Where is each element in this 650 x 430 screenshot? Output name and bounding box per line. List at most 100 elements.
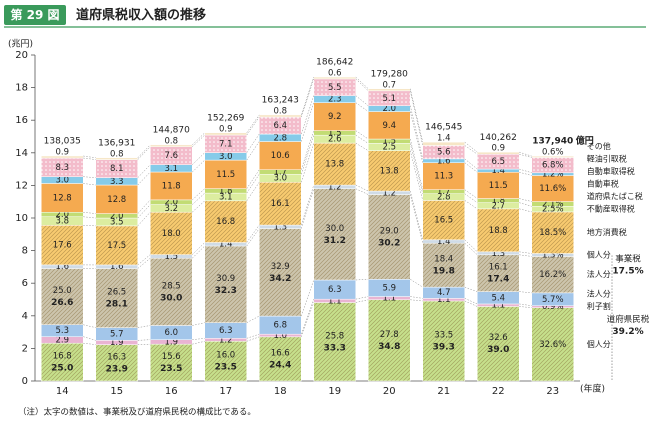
connector: [246, 224, 260, 243]
segment-label: 1.2: [219, 335, 233, 345]
x-tick-label: 20: [383, 386, 396, 397]
bar-segment: [204, 159, 247, 189]
connector: [464, 193, 478, 203]
bar-segment: [368, 194, 411, 280]
x-tick-label: 23: [546, 386, 559, 397]
bar-segment: [150, 171, 193, 201]
connector: [519, 251, 532, 254]
segment-label: 32.9: [271, 262, 290, 272]
bar-segment: [95, 225, 138, 266]
bar-segment: [368, 150, 411, 192]
connector: [519, 198, 532, 202]
connector: [464, 300, 478, 307]
connector: [192, 152, 205, 165]
segment-label: 18.4: [434, 255, 453, 265]
segment-label: 1.3%: [542, 250, 564, 260]
connector: [410, 143, 423, 194]
connector: [83, 324, 96, 328]
segment-label: 10.6: [271, 151, 290, 161]
segment-label: 1.0: [273, 331, 287, 341]
x-tick-label: 16: [165, 386, 178, 397]
bar-segment: [41, 225, 84, 266]
y-tick-label: 20: [15, 50, 28, 61]
connector: [301, 130, 314, 170]
segment-label: 18.0: [162, 229, 181, 239]
segment-label: 6.8: [273, 321, 287, 331]
segment-label: 12.8: [53, 193, 72, 203]
connector: [355, 130, 369, 140]
connector: [301, 143, 314, 183]
series-name: 法人分: [587, 269, 611, 279]
segment-label: 1.7: [273, 167, 287, 177]
segment-label: 1.1: [382, 294, 396, 304]
total-label: 138,035: [44, 137, 81, 147]
x-axis-label: (年度): [580, 383, 605, 395]
connector: [83, 336, 96, 341]
bar-segment: [368, 111, 411, 140]
y-tick-label: 12: [15, 180, 28, 191]
group-share-label: 30.2: [378, 238, 400, 248]
segment-label: 16.0: [216, 351, 235, 361]
segment-label: 2.8: [273, 133, 287, 143]
bar-segment: [477, 172, 520, 199]
segment-label: 1.1: [437, 295, 451, 305]
bar-segment: [477, 254, 520, 292]
segment-label: 1.8: [491, 196, 505, 206]
bar-segment: [531, 307, 574, 382]
segment-label: 17.6: [53, 241, 72, 251]
segment-label: 0.9: [55, 148, 69, 158]
total-label: 163,243: [262, 95, 299, 105]
bar-segment: [422, 141, 465, 146]
badge-text: 第 29 図: [10, 7, 59, 22]
segment-label: 16.1: [489, 263, 508, 273]
segment-label: 2.1%: [542, 199, 564, 209]
connector: [410, 90, 423, 146]
connector: [464, 162, 478, 173]
badge: [4, 5, 66, 25]
group-share-label: 34.8: [378, 342, 400, 352]
segment-label: 3.1: [164, 164, 178, 174]
bar-segment: [95, 157, 138, 160]
x-tick-label: 21: [437, 386, 450, 397]
series-name: 道府県たばこ税: [587, 191, 643, 201]
segment-label: 5.4: [491, 293, 505, 303]
segment-label: 6.8%: [542, 161, 564, 171]
segment-label: 1.3: [491, 249, 505, 259]
y-tick-label: 4: [22, 311, 28, 322]
segment-label: 0.7: [382, 80, 396, 90]
connector: [137, 144, 151, 158]
connector: [246, 228, 260, 247]
segment-label: 2.0: [55, 210, 69, 220]
segment-label: 1.2: [382, 188, 396, 198]
group-share-label: 31.2: [324, 236, 346, 246]
segment-label: 0.6%: [542, 148, 564, 158]
connector: [246, 182, 260, 201]
connector: [410, 111, 423, 163]
connector: [301, 188, 314, 229]
bar-segment: [259, 114, 302, 118]
segment-label: 8.1: [110, 164, 124, 174]
segment-label: 9.4: [382, 121, 396, 131]
segment-label: 1.2%: [542, 170, 564, 180]
connector: [355, 299, 369, 303]
segment-label: 25.0: [53, 286, 72, 296]
connector: [83, 183, 96, 186]
bar-segment: [41, 342, 84, 382]
bar-segment: [477, 208, 520, 253]
group-share-label: 25.0: [51, 364, 73, 374]
connector: [519, 306, 532, 308]
total-label: 179,280: [371, 69, 408, 79]
connector: [410, 299, 423, 302]
segment-label: 0.8: [110, 149, 124, 159]
segment-label: 2.6: [328, 135, 342, 145]
segment-label: 2.0: [164, 198, 178, 208]
segment-label: 1.6: [437, 156, 451, 166]
connector: [246, 336, 260, 342]
segment-label: 13.8: [325, 160, 344, 170]
segment-label: 30.0: [325, 224, 344, 234]
segment-label: 9.2: [328, 112, 342, 122]
segment-label: 1.1: [328, 296, 342, 306]
connector: [301, 185, 314, 226]
segment-label: 6.3: [219, 326, 233, 336]
